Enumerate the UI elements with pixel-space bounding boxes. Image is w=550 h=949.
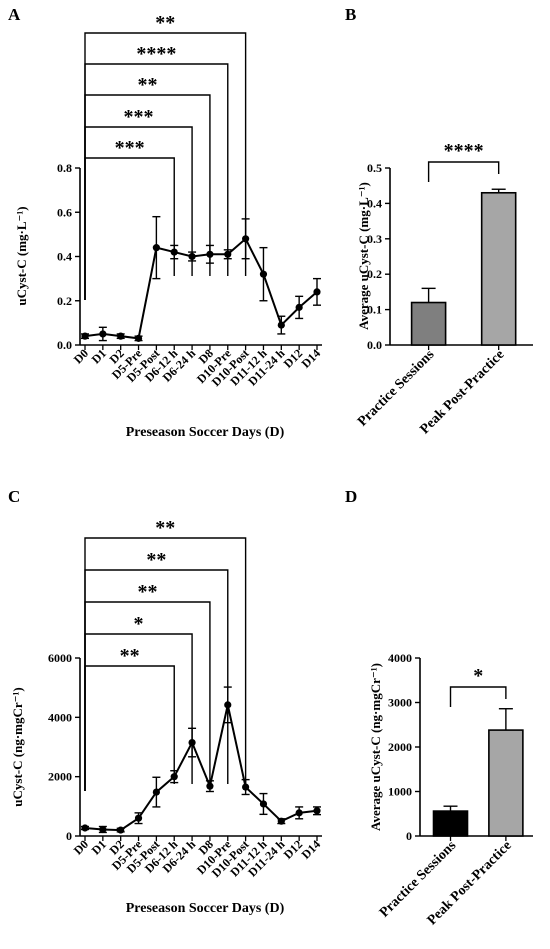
y-tick-label: 0.8 xyxy=(57,161,72,175)
data-point xyxy=(313,288,321,296)
y-tick-label: 0.2 xyxy=(367,267,382,281)
data-point xyxy=(295,809,303,817)
significance-bracket xyxy=(427,161,500,182)
panel-label-d: D xyxy=(345,487,357,506)
data-point xyxy=(117,826,125,834)
significance-label: ** xyxy=(120,645,140,667)
y-tick-label: 1000 xyxy=(388,785,412,799)
data-point xyxy=(134,814,143,822)
data-point xyxy=(277,817,285,825)
data-point xyxy=(99,825,107,834)
data-point xyxy=(152,788,160,796)
bar xyxy=(410,301,447,346)
panel-label-c: C xyxy=(8,487,20,506)
data-point xyxy=(242,783,250,791)
y-tick-label: 0.5 xyxy=(367,161,382,175)
data-point xyxy=(134,334,143,342)
y-tick-label: 0.1 xyxy=(367,303,382,317)
data-point xyxy=(99,330,107,338)
y-axis-label: Average uCyst-C (mg·L⁻¹) xyxy=(356,182,371,330)
y-tick-label: 4000 xyxy=(48,710,72,724)
y-tick-label: 6000 xyxy=(48,651,72,665)
significance-bracket xyxy=(84,537,247,791)
chart-b: 0.0 0.1 0.2 0.3 0.4 0.5 Average uCyst-C (mg·L⁻… xyxy=(355,140,533,437)
series-line xyxy=(84,704,318,832)
x-axis-label: Preseason Soccer Days (D) xyxy=(126,901,285,916)
data-point xyxy=(152,244,160,252)
x-tick-label: D14 xyxy=(299,346,324,371)
y-axis-label: uCyst-C (ng·mgCr⁻¹) xyxy=(10,687,25,806)
significance-bracket xyxy=(84,157,175,300)
bar xyxy=(480,191,517,346)
y-tick-label: 0.0 xyxy=(57,338,72,352)
data-point xyxy=(117,332,125,340)
significance-label: *** xyxy=(115,137,145,159)
y-tick-label: 0 xyxy=(406,829,412,843)
significance-label: **** xyxy=(444,140,484,162)
data-point xyxy=(277,321,285,329)
y-tick-label: 0 xyxy=(66,829,72,843)
bar xyxy=(488,729,524,837)
significance-label: *** xyxy=(124,106,154,128)
significance-bracket xyxy=(84,601,211,791)
y-tick-label: 2000 xyxy=(48,770,72,784)
data-point xyxy=(313,807,321,815)
panel-label-a: A xyxy=(8,5,21,24)
y-tick-label: 2000 xyxy=(388,740,412,754)
data-point xyxy=(295,303,303,311)
x-axis-label: Preseason Soccer Days (D) xyxy=(126,425,285,440)
significance-bracket xyxy=(84,32,247,300)
y-tick-label: 0.4 xyxy=(57,250,72,264)
bar xyxy=(432,810,469,837)
y-tick-label: 0.2 xyxy=(57,294,72,308)
panel-label-b: B xyxy=(345,5,356,24)
significance-bracket xyxy=(449,686,507,707)
y-tick-label: 0.4 xyxy=(367,196,382,210)
y-tick-label: 0.6 xyxy=(57,205,72,219)
y-tick-label: 0.0 xyxy=(367,338,382,352)
chart-d: 0 1000 2000 3000 4000 Average uCyst-C (ng·mgC… xyxy=(368,651,533,928)
y-tick-label: 4000 xyxy=(388,651,412,665)
significance-label: ** xyxy=(146,549,166,571)
significance-label: ** xyxy=(137,581,157,603)
y-axis-label: uCyst-C (mg·L⁻¹) xyxy=(14,206,29,305)
significance-label: * xyxy=(473,665,483,687)
data-point xyxy=(81,824,89,832)
significance-label: **** xyxy=(136,43,176,65)
y-axis-label: Average uCyst-C (ng·mgCr⁻¹) xyxy=(368,663,383,831)
data-point xyxy=(206,782,214,790)
significance-label: ** xyxy=(137,74,157,96)
y-tick-label: 3000 xyxy=(388,696,412,710)
x-tick-label: Practice Sessions xyxy=(355,347,438,430)
significance-bracket xyxy=(84,569,229,791)
significance-bracket xyxy=(84,665,175,791)
data-point xyxy=(259,800,268,808)
y-tick-label: 0.3 xyxy=(367,232,382,246)
significance-label: ** xyxy=(155,517,175,539)
significance-label: ** xyxy=(155,12,175,34)
significance-label: * xyxy=(134,613,144,635)
data-point xyxy=(81,332,89,340)
data-point xyxy=(259,270,268,278)
x-tick-label: D14 xyxy=(299,837,324,862)
